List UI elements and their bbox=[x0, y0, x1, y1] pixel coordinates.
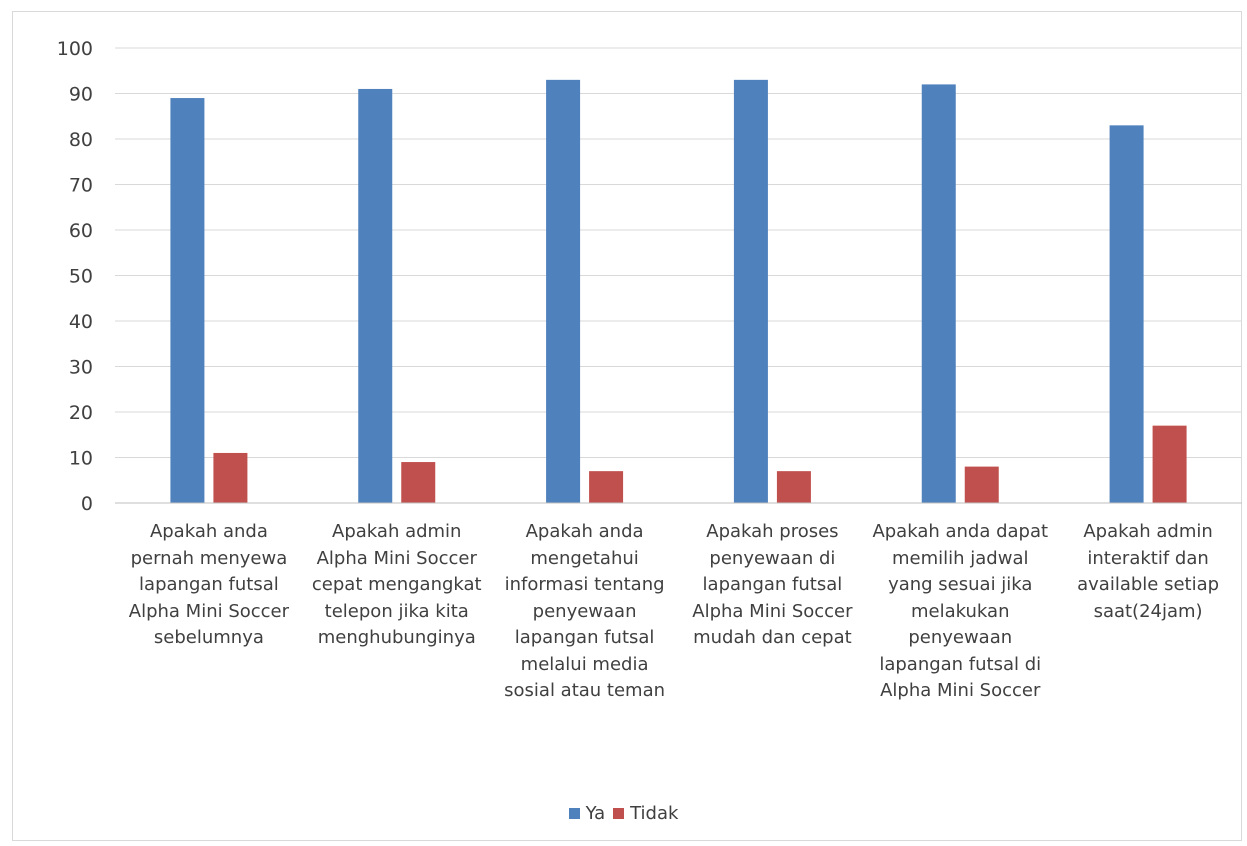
x-category-label: Apakah proses penyewaan di lapangan futs… bbox=[692, 521, 853, 648]
y-tick-label: 30 bbox=[69, 357, 93, 379]
bar-ya-5 bbox=[921, 84, 956, 504]
bar-ya-4 bbox=[733, 79, 768, 503]
y-tick-label: 10 bbox=[69, 448, 93, 470]
bar-tidak-5 bbox=[964, 466, 999, 503]
gridlines bbox=[115, 47, 1242, 458]
y-tick-label: 80 bbox=[69, 129, 93, 151]
y-tick-label: 0 bbox=[81, 493, 93, 515]
y-axis-ticks: 0 10 20 30 40 50 60 70 80 90 100 bbox=[57, 38, 93, 515]
y-tick-label: 20 bbox=[69, 402, 93, 424]
bar-tidak-1 bbox=[213, 452, 248, 503]
y-tick-label: 60 bbox=[69, 220, 93, 242]
legend-label: Tidak bbox=[630, 803, 679, 824]
bar-tidak-6 bbox=[1152, 425, 1187, 503]
x-category-label: Apakah anda dapat memilih jadwal yang se… bbox=[872, 521, 1049, 701]
y-tick-label: 90 bbox=[69, 84, 93, 106]
legend-item-ya: Ya bbox=[568, 803, 606, 824]
y-tick-label: 40 bbox=[69, 311, 93, 333]
bars bbox=[170, 79, 1187, 504]
y-tick-label: 50 bbox=[69, 266, 93, 288]
y-tick-label: 70 bbox=[69, 175, 93, 197]
legend-swatch bbox=[613, 808, 625, 819]
legend-item-tidak: Tidak bbox=[613, 803, 678, 824]
bar-ya-6 bbox=[1109, 125, 1144, 503]
x-category-label: Apakah admin Alpha Mini Soccer cepat men… bbox=[311, 521, 482, 648]
legend-swatch bbox=[568, 808, 580, 819]
x-category-label: Apakah anda mengetahui informasi tentang… bbox=[504, 521, 666, 701]
legend-label: Ya bbox=[585, 803, 606, 824]
x-category-label: Apakah anda pernah menyewa lapangan futs… bbox=[128, 521, 290, 648]
bar-ya-1 bbox=[170, 98, 205, 504]
chart-area bbox=[12, 11, 1242, 841]
y-tick-label: 100 bbox=[57, 38, 93, 60]
legend: Ya Tidak bbox=[0, 803, 1247, 824]
bar-tidak-2 bbox=[401, 462, 436, 503]
bar-ya-3 bbox=[546, 79, 581, 503]
bar-tidak-4 bbox=[776, 471, 811, 503]
bar-ya-2 bbox=[358, 88, 393, 503]
bar-tidak-3 bbox=[589, 471, 624, 503]
x-category-label: Apakah admin interaktif dan available se… bbox=[1077, 521, 1220, 622]
